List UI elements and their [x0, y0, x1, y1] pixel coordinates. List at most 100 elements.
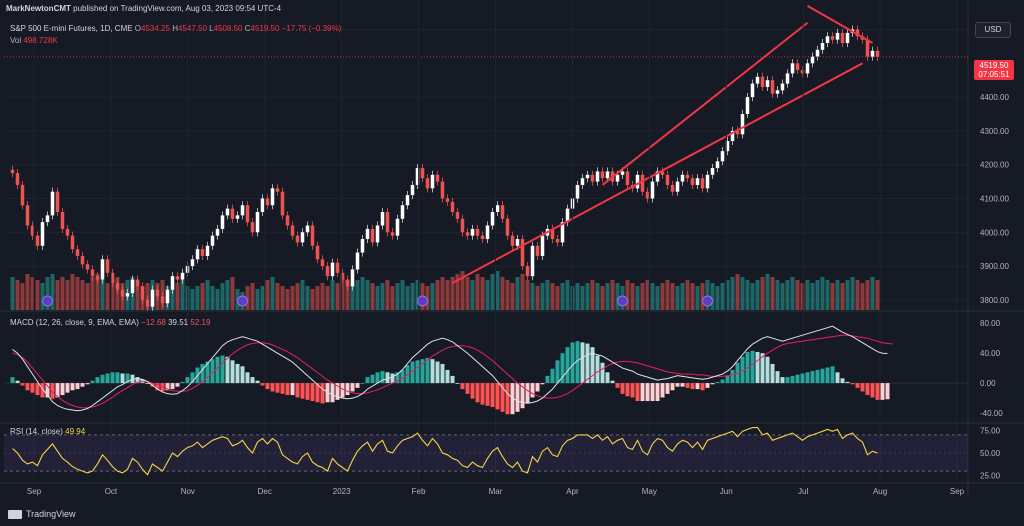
candle-body: [725, 141, 730, 152]
candle-body: [505, 218, 510, 236]
volume-bar: [755, 280, 760, 310]
macd-hist-value: −12.68: [141, 318, 166, 327]
volume-bar: [740, 277, 745, 310]
time-tick-label: Sep: [950, 487, 965, 496]
volume-bar: [560, 283, 565, 310]
macd-histogram-bar: [620, 383, 625, 394]
macd-histogram-bar: [115, 372, 120, 384]
macd-histogram-bar: [435, 361, 440, 384]
symbol-name[interactable]: S&P 500 E-mini Futures, 1D, CME: [10, 24, 133, 33]
candle-body: [55, 191, 60, 212]
volume-bar: [245, 286, 250, 310]
rsi-legend: RSI (14, close) 49.94: [10, 427, 85, 436]
brand-name: TradingView: [26, 509, 76, 519]
tradingview-brand[interactable]: TradingView: [8, 509, 76, 519]
volume-bar: [320, 283, 325, 310]
macd-histogram-bar: [460, 383, 465, 390]
candle-body: [85, 264, 90, 270]
high-value: 4547.50: [177, 24, 207, 33]
macd-histogram-bar: [850, 383, 855, 385]
candle-body: [795, 63, 800, 71]
macd-histogram-bar: [690, 383, 695, 390]
volume-bar: [310, 289, 315, 310]
volume-bar: [170, 289, 175, 310]
macd-histogram-bar: [100, 374, 105, 384]
candle-body: [210, 235, 215, 246]
macd-label[interactable]: MACD (12, 26, close, 9, EMA, EMA): [10, 318, 139, 327]
macd-histogram-bar: [545, 375, 550, 384]
publish-header: MarkNewtonCMT published on TradingView.c…: [6, 4, 281, 13]
macd-histogram-bar: [865, 383, 870, 396]
macd-histogram-bar: [370, 374, 375, 384]
rsi-label[interactable]: RSI (14, close): [10, 427, 63, 436]
volume-bar: [825, 280, 830, 310]
candle-body: [160, 296, 165, 304]
macd-histogram-bar: [535, 383, 540, 392]
candle-body: [90, 269, 95, 277]
volume-bar: [455, 274, 460, 310]
macd-histogram-bar: [330, 383, 335, 403]
candle-body: [370, 228, 375, 243]
volume-bar: [720, 283, 725, 310]
candle-body: [620, 171, 625, 175]
volume-bar: [730, 277, 735, 310]
candle-body: [810, 56, 815, 64]
candle-body: [485, 225, 490, 240]
volume-bar: [770, 277, 775, 310]
candle-body: [730, 130, 735, 142]
macd-histogram-bar: [790, 375, 795, 384]
macd-histogram-bar: [740, 356, 745, 384]
time-tick-label: 2023: [333, 487, 351, 496]
candle-body: [165, 289, 170, 304]
candle-body: [775, 90, 780, 94]
candle-body: [305, 225, 310, 233]
close-key: C: [244, 24, 251, 33]
candle-body: [320, 259, 325, 267]
macd-histogram-bar: [770, 363, 775, 384]
price-tick-label: 4200.00: [980, 161, 1009, 170]
candle-body: [825, 36, 830, 44]
volume-bar: [550, 283, 555, 310]
candle-body: [435, 174, 440, 182]
volume-bar: [840, 283, 845, 310]
volume-bar: [405, 286, 410, 310]
volume-bar: [360, 277, 365, 310]
volume-bar: [835, 280, 840, 310]
volume-bar: [220, 283, 225, 310]
candle-body: [790, 63, 795, 74]
candle-body: [605, 171, 610, 179]
candle-body: [530, 245, 535, 277]
macd-histogram-bar: [240, 366, 245, 384]
candle-body: [845, 32, 850, 44]
volume-bar: [395, 283, 400, 310]
volume-bar: [15, 280, 20, 310]
macd-histogram-bar: [440, 363, 445, 384]
candle-body: [875, 50, 880, 57]
currency-button[interactable]: USD: [975, 22, 1011, 38]
volume-bar: [330, 280, 335, 310]
candle-body: [345, 279, 350, 287]
volume-bar: [255, 289, 260, 310]
macd-histogram-bar: [815, 369, 820, 384]
volume-bar: [40, 283, 45, 310]
macd-histogram-bar: [830, 366, 835, 384]
macd-histogram-bar: [810, 371, 815, 384]
candle-body: [735, 130, 740, 135]
volume-bar: [830, 283, 835, 310]
candle-body: [265, 198, 270, 206]
candle-body: [705, 174, 710, 189]
macd-histogram-bar: [255, 380, 260, 384]
volume-bar: [870, 277, 875, 310]
macd-histogram-bar: [175, 383, 180, 387]
volume-bar: [520, 274, 525, 310]
volume-bar: [630, 283, 635, 310]
volume-bar: [20, 283, 25, 310]
volume-bar: [545, 280, 550, 310]
volume-bar: [95, 274, 100, 310]
author-name[interactable]: MarkNewtonCMT: [6, 4, 71, 13]
macd-histogram-bar: [270, 383, 275, 392]
candle-body: [315, 245, 320, 260]
macd-histogram-bar: [695, 383, 700, 390]
volume-bar: [865, 280, 870, 310]
